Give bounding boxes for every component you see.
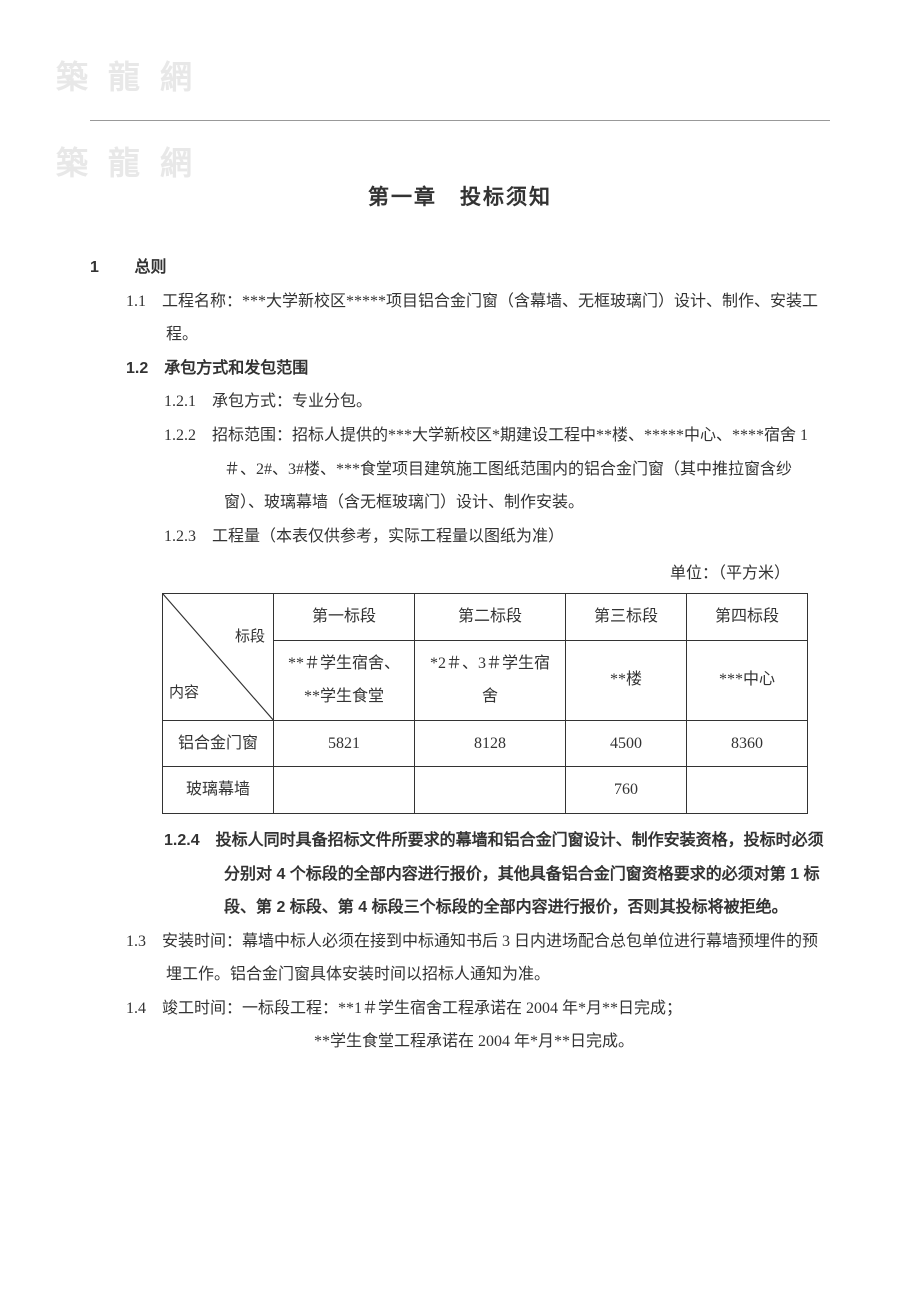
diagonal-header-cell: 标段 内容	[163, 593, 274, 720]
item-text: **学生食堂工程承诺在 2004 年*月**日完成。	[314, 1033, 634, 1050]
item-1-2-heading: 1.2 承包方式和发包范围	[90, 352, 830, 386]
table-cell	[415, 767, 566, 814]
item-number: 1.2.2	[164, 427, 196, 444]
item-number: 1.1	[126, 293, 146, 310]
watermark-text: 築 龍 網	[56, 52, 198, 98]
table-row: 铝合金门窗 5821 8128 4500 8360	[163, 720, 808, 767]
item-text: 承包方式：专业分包。	[212, 393, 372, 410]
table-subheader: **＃学生宿舍、**学生食堂	[274, 640, 415, 720]
item-number: 1.2.3	[164, 528, 196, 545]
item-text: 竣工时间：一标段工程：**1＃学生宿舍工程承诺在 2004 年*月**日完成；	[162, 1000, 682, 1017]
table-cell	[687, 767, 808, 814]
table-subheader: ***中心	[687, 640, 808, 720]
item-1-4-cont: **学生食堂工程承诺在 2004 年*月**日完成。	[90, 1025, 830, 1059]
watermark-text: 築 龍 網	[56, 138, 198, 184]
item-text: 投标人同时具备招标文件所要求的幕墙和铝合金门窗设计、制作安装资格，投标时必须分别…	[216, 832, 824, 916]
item-text: 承包方式和发包范围	[164, 360, 308, 377]
item-text: 工程量（本表仅供参考，实际工程量以图纸为准）	[212, 528, 564, 545]
item-number: 1.4	[126, 1000, 146, 1017]
item-1-3: 1.3 安装时间：幕墙中标人必须在接到中标通知书后 3 日内进场配合总包单位进行…	[90, 925, 830, 992]
top-rule	[90, 120, 830, 121]
item-number: 1.2	[126, 360, 148, 377]
item-1-1: 1.1 工程名称：***大学新校区*****项目铝合金门窗（含幕墙、无框玻璃门）…	[90, 285, 830, 352]
item-1-2-3: 1.2.3 工程量（本表仅供参考，实际工程量以图纸为准）	[90, 520, 830, 554]
item-number: 1.2.1	[164, 393, 196, 410]
table-header: 第二标段	[415, 593, 566, 640]
table-row-label: 铝合金门窗	[163, 720, 274, 767]
table-row-label: 玻璃幕墙	[163, 767, 274, 814]
table-cell	[274, 767, 415, 814]
item-text: 招标范围：招标人提供的***大学新校区*期建设工程中**楼、*****中心、**…	[212, 427, 808, 511]
table-header: 第三标段	[566, 593, 687, 640]
table-unit-label: 单位：（平方米）	[90, 557, 830, 591]
item-text: 工程名称：***大学新校区*****项目铝合金门窗（含幕墙、无框玻璃门）设计、制…	[162, 293, 818, 344]
document-page: 築 龍 網 築 龍 網 第一章 投标须知 1 总则 1.1 工程名称：***大学…	[0, 0, 920, 1139]
chapter-title: 第一章 投标须知	[90, 181, 830, 211]
item-1-4: 1.4 竣工时间：一标段工程：**1＃学生宿舍工程承诺在 2004 年*月**日…	[90, 992, 830, 1026]
quantity-table: 标段 内容 第一标段 第二标段 第三标段 第四标段 **＃学生宿舍、**学生食堂…	[162, 593, 808, 814]
table-cell: 760	[566, 767, 687, 814]
table-cell: 4500	[566, 720, 687, 767]
table-cell: 8128	[415, 720, 566, 767]
table-cell: 8360	[687, 720, 808, 767]
item-1-2-4: 1.2.4 投标人同时具备招标文件所要求的幕墙和铝合金门窗设计、制作安装资格，投…	[90, 824, 830, 925]
item-1-2-1: 1.2.1 承包方式：专业分包。	[90, 385, 830, 419]
item-number: 1.3	[126, 933, 146, 950]
item-number: 1.2.4	[164, 832, 200, 849]
diag-header-top: 标段	[235, 622, 265, 654]
heading-number: 1	[90, 251, 130, 285]
heading-text: 总则	[134, 259, 166, 276]
table-subheader: *2＃、3＃学生宿舍	[415, 640, 566, 720]
heading-1: 1 总则	[90, 251, 830, 285]
diag-header-bottom: 内容	[169, 678, 199, 710]
item-1-2-2: 1.2.2 招标范围：招标人提供的***大学新校区*期建设工程中**楼、****…	[90, 419, 830, 520]
item-text: 安装时间：幕墙中标人必须在接到中标通知书后 3 日内进场配合总包单位进行幕墙预埋…	[162, 933, 818, 984]
table-header: 第一标段	[274, 593, 415, 640]
table-cell: 5821	[274, 720, 415, 767]
table-header: 第四标段	[687, 593, 808, 640]
table-subheader: **楼	[566, 640, 687, 720]
table-row: 玻璃幕墙 760	[163, 767, 808, 814]
section-1: 1 总则 1.1 工程名称：***大学新校区*****项目铝合金门窗（含幕墙、无…	[90, 251, 830, 1059]
table-row: 标段 内容 第一标段 第二标段 第三标段 第四标段	[163, 593, 808, 640]
